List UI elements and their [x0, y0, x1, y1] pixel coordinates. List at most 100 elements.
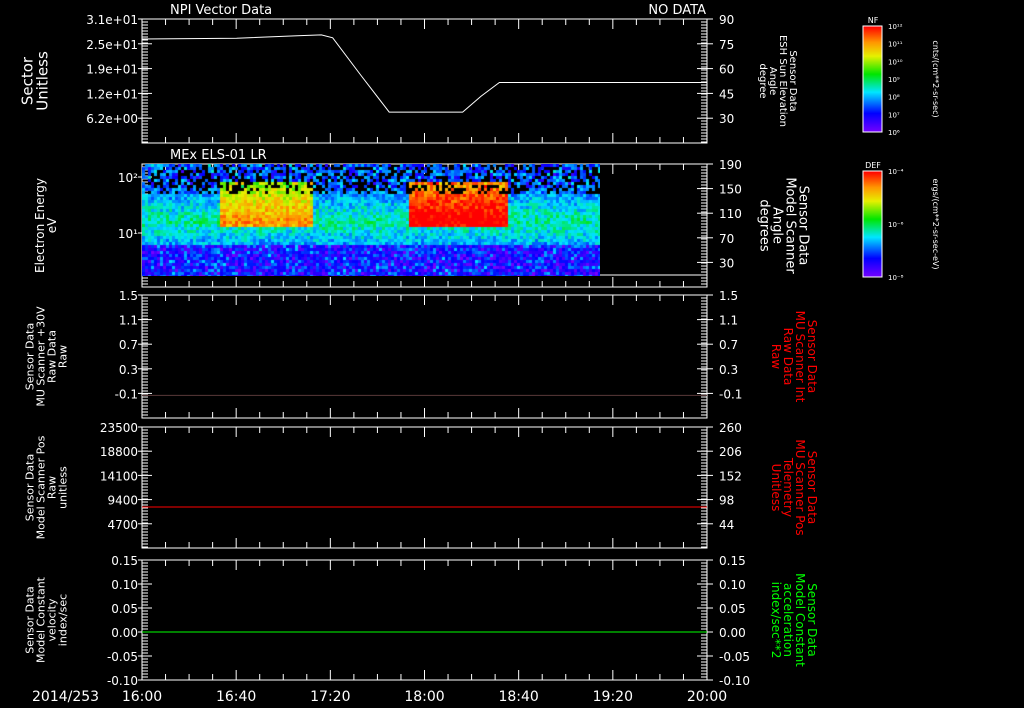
- def-colorbar-gradient: [863, 269, 882, 271]
- nf-colorbar-gradient: [863, 85, 882, 87]
- nf-colorbar-tick: 10⁸: [888, 94, 900, 102]
- right-tick-label: 260: [719, 421, 742, 435]
- def-colorbar-gradient: [863, 233, 882, 235]
- left-tick-label: 9400: [107, 494, 138, 508]
- right-axis-label: MU Scanner Pos: [793, 439, 807, 535]
- left-tick-label: 0.3: [119, 363, 138, 377]
- nf-colorbar-tick: 10⁷: [888, 111, 900, 119]
- nf-colorbar-tick: 10⁶: [888, 129, 900, 137]
- nf-colorbar-gradient: [863, 38, 882, 40]
- left-axis-label: Electron Energy: [33, 178, 47, 273]
- def-colorbar-gradient: [863, 218, 882, 220]
- def-colorbar-gradient: [863, 238, 882, 240]
- nf-colorbar-gradient: [863, 59, 882, 61]
- left-tick-label: -0.05: [107, 650, 138, 664]
- def-colorbar-gradient: [863, 186, 882, 188]
- def-colorbar-gradient: [863, 225, 882, 227]
- def-colorbar-gradient: [863, 185, 882, 187]
- def-colorbar-gradient: [863, 214, 882, 216]
- nf-colorbar-gradient: [863, 29, 882, 31]
- electron-spectrogram: [142, 164, 600, 276]
- def-colorbar-gradient: [863, 209, 882, 211]
- def-colorbar-gradient: [863, 271, 882, 273]
- def-colorbar-gradient: [863, 224, 882, 226]
- right-axis-label: degree: [757, 63, 768, 98]
- nf-colorbar-gradient: [863, 75, 882, 77]
- nf-colorbar-gradient: [863, 93, 882, 95]
- nf-colorbar-gradient: [863, 128, 882, 130]
- nf-colorbar-gradient: [863, 112, 882, 114]
- left-axis-label: Sensor Data: [24, 454, 37, 521]
- right-tick-label: 110: [719, 207, 742, 221]
- nf-colorbar-gradient: [863, 115, 882, 117]
- def-colorbar-gradient: [863, 241, 882, 243]
- nf-colorbar-gradient: [863, 69, 882, 71]
- right-tick-label: 0.7: [719, 338, 738, 352]
- nf-colorbar-gradient: [863, 129, 882, 131]
- nf-colorbar-gradient: [863, 74, 882, 76]
- left-tick-label: 1.9e+01: [86, 63, 138, 77]
- nf-colorbar-gradient: [863, 104, 882, 106]
- right-axis-label: Angle: [767, 67, 778, 95]
- right-axis-label: Sensor Data: [805, 583, 819, 657]
- left-axis-label: Sensor Data: [24, 586, 37, 653]
- def-colorbar-gradient: [863, 191, 882, 193]
- nf-colorbar-gradient: [863, 26, 882, 28]
- nf-colorbar-gradient: [863, 41, 882, 43]
- left-tick-label: 0.00: [111, 626, 138, 640]
- def-colorbar-gradient: [863, 264, 882, 266]
- nf-colorbar-gradient: [863, 44, 882, 46]
- right-tick-label: 1.5: [719, 289, 738, 303]
- nf-colorbar-gradient: [863, 51, 882, 53]
- panel-5-frame: [141, 559, 708, 681]
- right-axis-label: Angle: [770, 207, 785, 244]
- def-colorbar-gradient: [863, 195, 882, 197]
- right-tick-label: 30: [719, 256, 734, 270]
- left-tick-label: 1.2e+01: [86, 87, 138, 101]
- def-colorbar-gradient: [863, 175, 882, 177]
- def-colorbar-gradient: [863, 257, 882, 259]
- def-colorbar-gradient: [863, 193, 882, 195]
- def-colorbar-gradient: [863, 174, 882, 176]
- no-data-label: NO DATA: [648, 3, 706, 18]
- def-colorbar-gradient: [863, 234, 882, 236]
- right-tick-label: 60: [719, 63, 734, 77]
- def-colorbar-gradient: [863, 221, 882, 223]
- right-axis-label: Raw: [769, 344, 783, 369]
- nf-colorbar-gradient: [863, 105, 882, 107]
- right-tick-label: 44: [719, 518, 734, 532]
- def-colorbar-tick: 10⁻⁸: [888, 274, 904, 282]
- nf-colorbar-gradient: [863, 37, 882, 39]
- def-colorbar-gradient: [863, 180, 882, 182]
- nf-colorbar-gradient: [863, 64, 882, 66]
- def-colorbar-gradient: [863, 227, 882, 229]
- nf-colorbar-gradient: [863, 43, 882, 45]
- nf-colorbar-gradient: [863, 126, 882, 128]
- def-colorbar-gradient: [863, 213, 882, 215]
- nf-colorbar-gradient: [863, 96, 882, 98]
- def-colorbar-gradient: [863, 247, 882, 249]
- nf-colorbar-gradient: [863, 32, 882, 34]
- def-colorbar-gradient: [863, 235, 882, 237]
- def-colorbar-gradient: [863, 178, 882, 180]
- date-label: 2014/253: [32, 689, 99, 705]
- nf-colorbar-gradient: [863, 70, 882, 72]
- left-axis-label: Model Constant: [35, 576, 48, 663]
- left-axis-label: Raw Data: [46, 330, 59, 383]
- def-colorbar-gradient: [863, 245, 882, 247]
- def-colorbar-gradient: [863, 171, 882, 173]
- right-tick-label: -0.10: [719, 674, 750, 688]
- nf-colorbar-gradient: [863, 73, 882, 75]
- left-tick-label: 0.15: [111, 554, 138, 568]
- nf-colorbar-gradient: [863, 119, 882, 121]
- def-colorbar-units: ergs/(cm**2-sr-sec-eV): [931, 178, 940, 269]
- def-colorbar-gradient: [863, 237, 882, 239]
- nf-colorbar-gradient: [863, 48, 882, 50]
- def-colorbar-gradient: [863, 199, 882, 201]
- def-colorbar-gradient: [863, 251, 882, 253]
- def-colorbar-gradient: [863, 254, 882, 256]
- def-colorbar-gradient: [863, 200, 882, 202]
- left-tick-label: 23500: [100, 421, 138, 435]
- def-colorbar-gradient: [863, 196, 882, 198]
- nf-colorbar-frame: [862, 25, 883, 133]
